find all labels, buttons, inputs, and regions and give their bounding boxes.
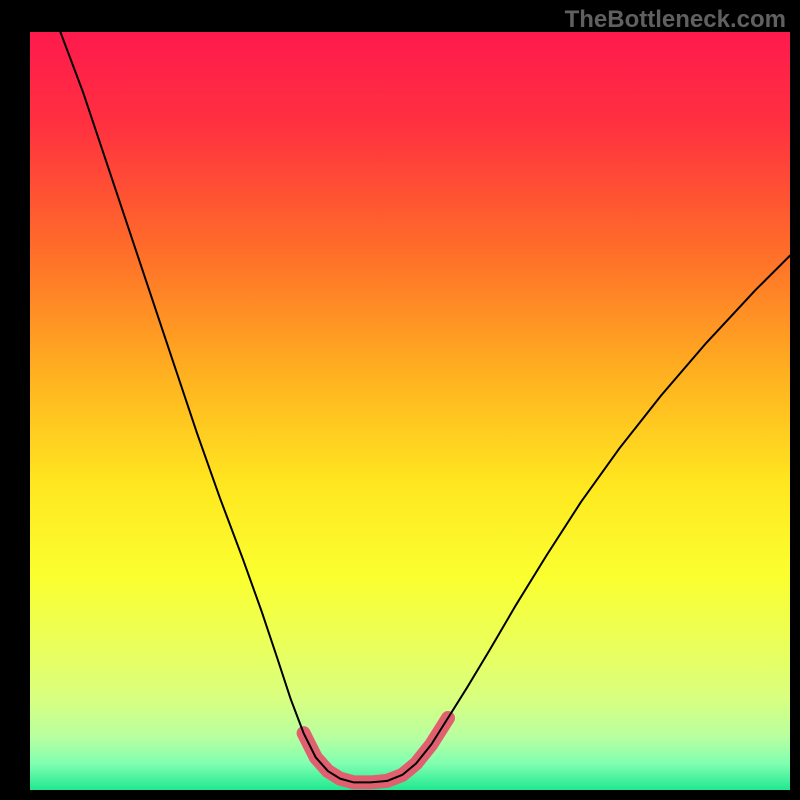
watermark-text: TheBottleneck.com <box>565 6 786 34</box>
chart-svg <box>30 32 790 790</box>
chart-plot-area <box>30 32 790 790</box>
bottleneck-curve <box>60 32 790 782</box>
